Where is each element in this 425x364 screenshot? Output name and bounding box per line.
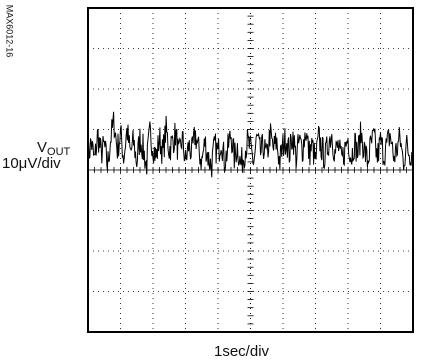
y-axis-symbol-subscript: OUT — [47, 146, 71, 158]
chart-grid — [87, 7, 414, 333]
part-number-label: MAX6012-16 — [5, 5, 15, 58]
noise-trace — [87, 111, 414, 178]
y-axis-symbol-v: V — [37, 139, 48, 156]
part-number-text: MAX6012-16 — [5, 5, 15, 58]
y-axis-symbol: VOUT — [37, 139, 70, 158]
y-axis-scale: 10μV/div — [2, 155, 61, 172]
x-axis-scale: 1sec/div — [214, 343, 270, 360]
